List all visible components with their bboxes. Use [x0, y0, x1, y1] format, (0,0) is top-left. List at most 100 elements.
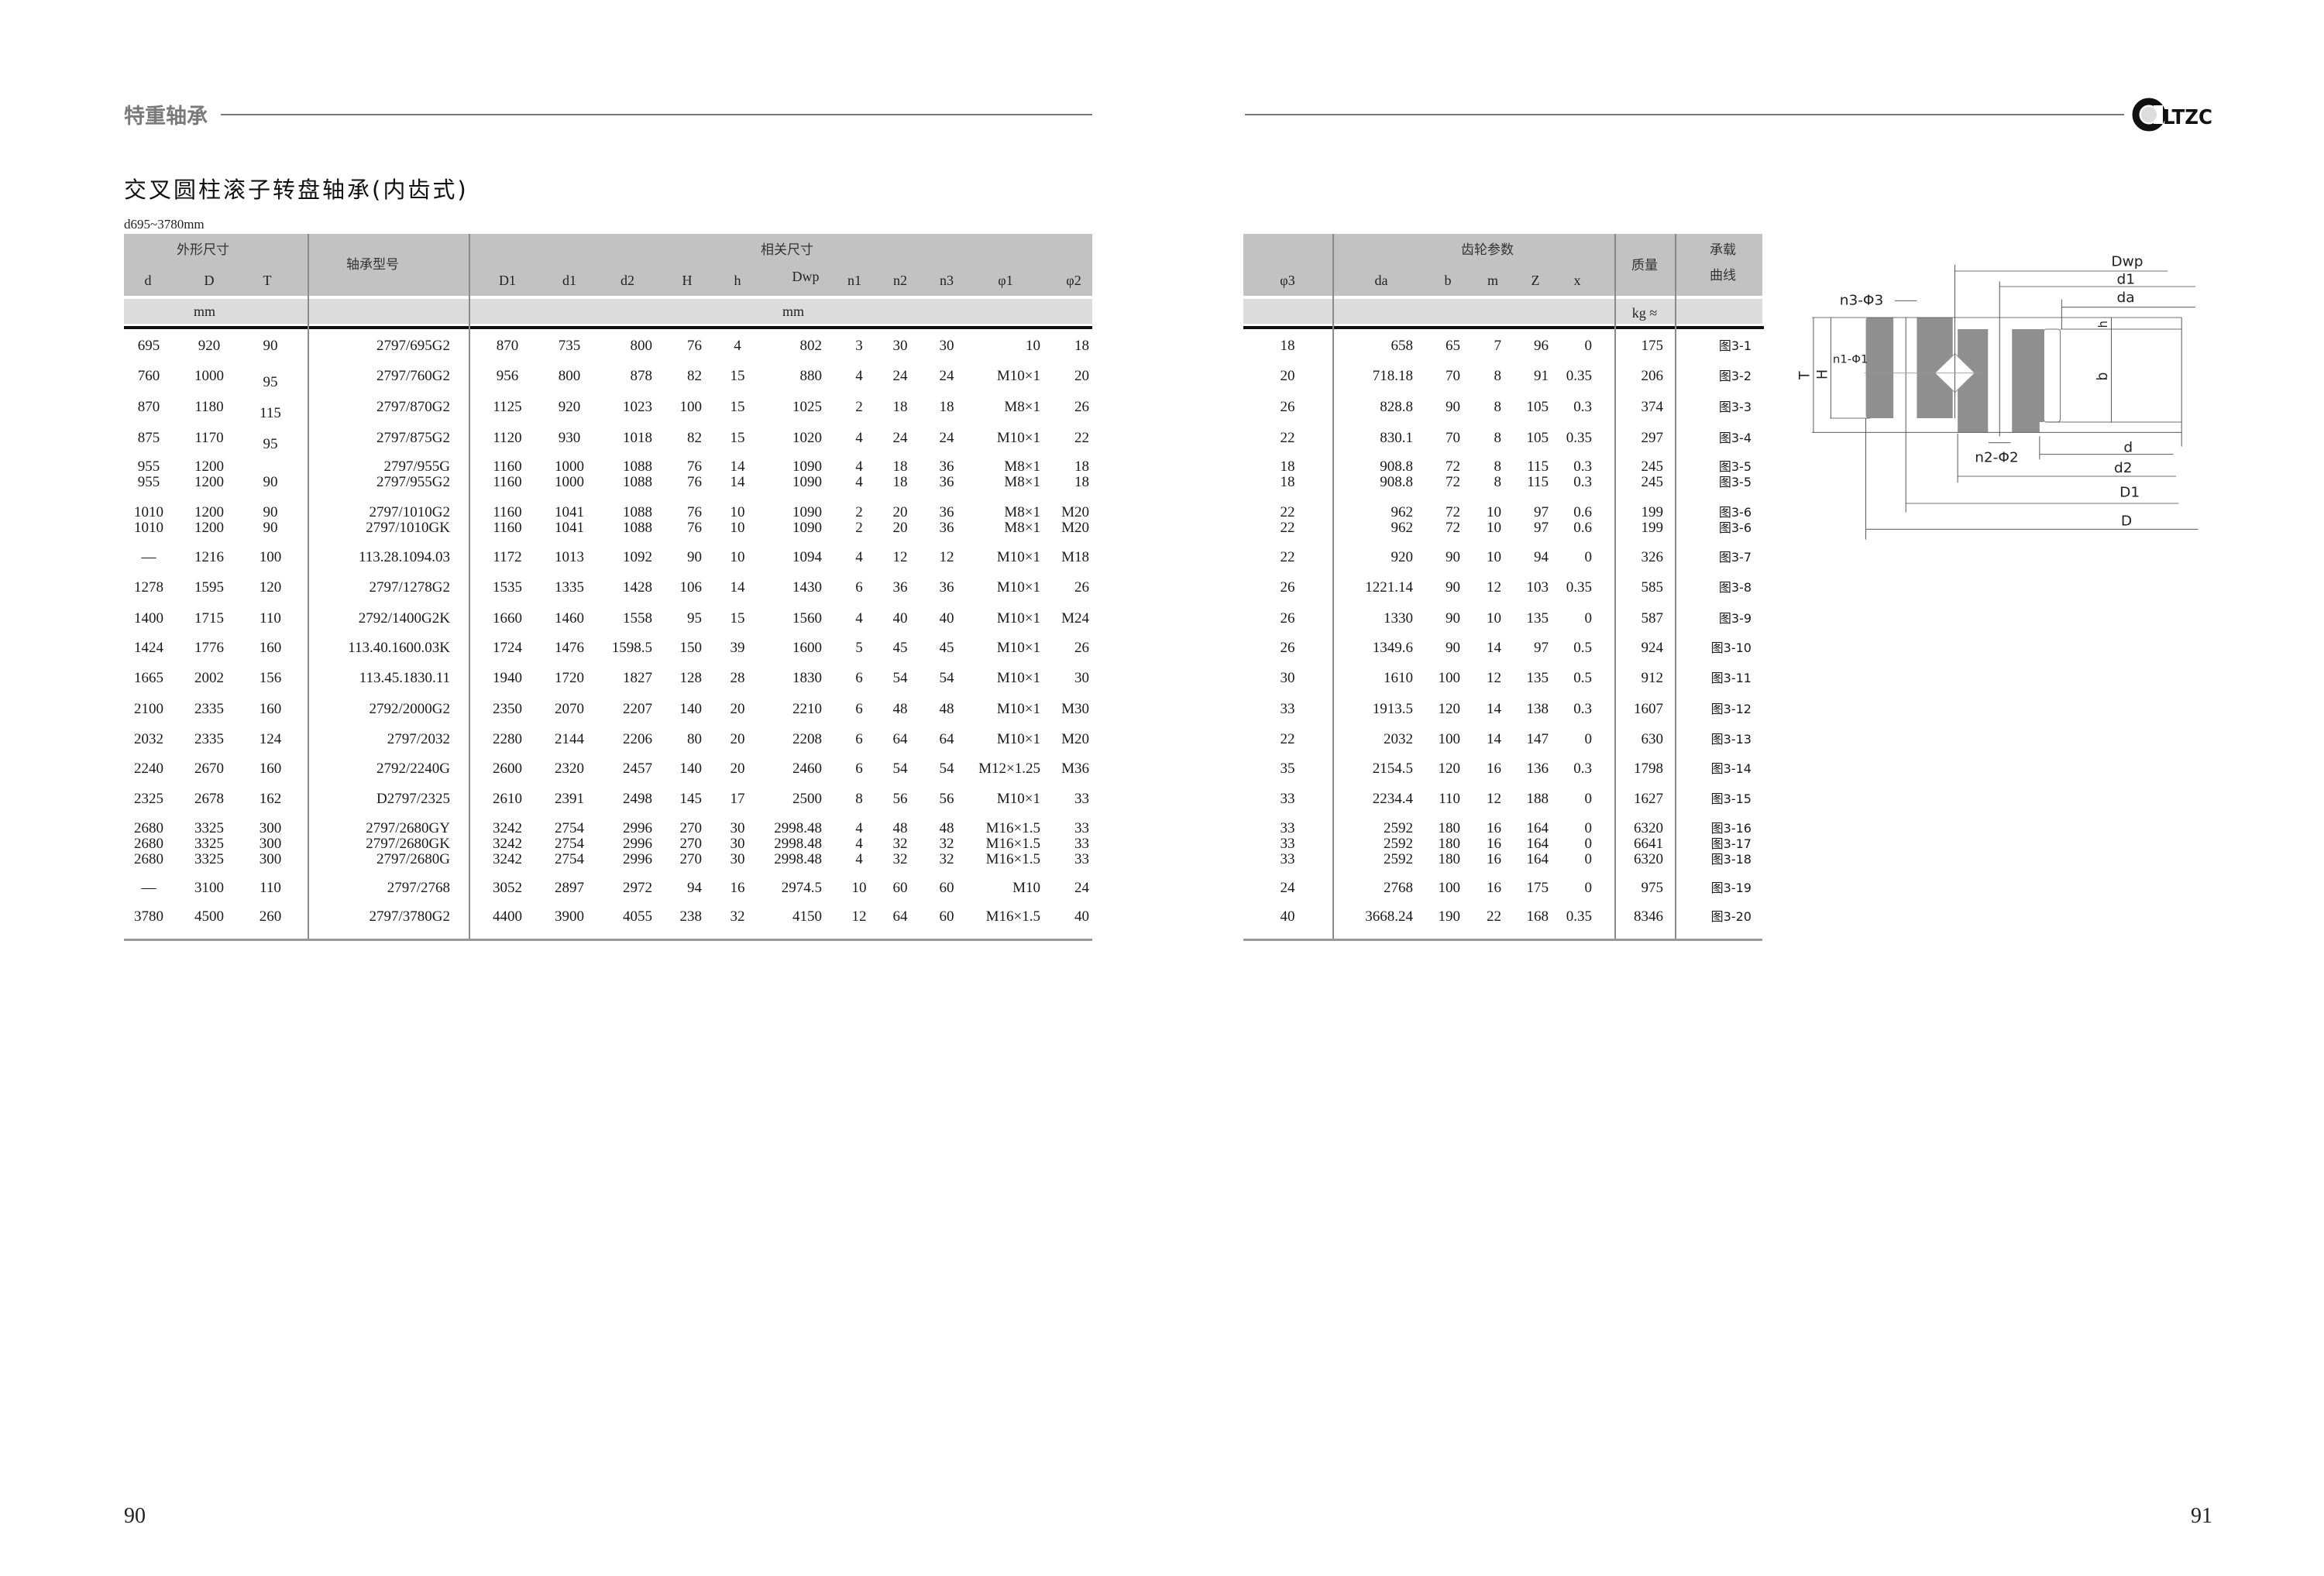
left-cell-h: 20 [730, 761, 745, 777]
left-cell-n3: 12 [939, 549, 954, 565]
right-cell-b: 70 [1446, 368, 1460, 384]
left-cell-H: 128 [679, 670, 703, 686]
left-cell-phi2: M36 [1061, 761, 1089, 777]
right-cell-mass: 175 [1641, 338, 1664, 354]
left-cell-phi2: 26 [1074, 399, 1089, 415]
left-cell-H: 100 [679, 399, 703, 415]
left-cell-n3: 54 [939, 761, 954, 777]
right-cell-b: 120 [1438, 701, 1461, 717]
left-cell-Dwp: 2460 [792, 761, 822, 777]
left-cell-d1: 2144 [555, 731, 584, 747]
left-cell-T: 90 [263, 338, 278, 354]
left-cell-H: 270 [679, 836, 703, 852]
left-cell-d2: 800 [630, 338, 653, 354]
left-cell-d1: 735 [558, 338, 581, 354]
right-cell-x: 0 [1584, 338, 1593, 354]
right-cell-da: 1330 [1384, 610, 1413, 627]
left-cell-D: 2670 [194, 761, 224, 777]
right-cell-Z: 103 [1526, 579, 1549, 596]
left-cell-D: 2678 [194, 791, 224, 807]
left-cell-d: 2325 [134, 791, 163, 807]
left-cell-D: 1180 [194, 399, 224, 415]
left-cell-model: 2797/870G2 [376, 399, 450, 415]
right-cell-x: 0.3 [1573, 399, 1592, 415]
header-rule-left [221, 114, 1092, 115]
left-cell-d1: 2754 [555, 836, 584, 852]
left-cell-h: 17 [730, 791, 745, 807]
right-cell-Z: 105 [1526, 399, 1549, 415]
left-cell-Dwp: 1020 [792, 430, 822, 446]
left-cell-n3: 36 [939, 474, 954, 490]
right-cell-mass: 6320 [1634, 820, 1663, 836]
right-cell-x: 0.35 [1566, 368, 1592, 384]
left-cell-d2: 2498 [623, 791, 652, 807]
right-cell-x: 0.6 [1573, 520, 1592, 536]
right-cell-phi3: 18 [1280, 338, 1295, 354]
left-cell-h: 39 [730, 640, 745, 656]
right-cell-phi3: 26 [1280, 640, 1295, 656]
right-table-divider [1614, 234, 1616, 939]
right-cell-mass: 374 [1641, 399, 1664, 415]
bearing-rings [1865, 318, 2044, 433]
right-cell-phi3: 35 [1280, 761, 1295, 777]
right-cell-m: 12 [1487, 670, 1501, 686]
left-cell-n1: 4 [855, 430, 863, 446]
left-cell-T: 162 [259, 791, 282, 807]
left-cell-n1: 6 [855, 731, 863, 747]
left-cell-model: 2797/875G2 [376, 430, 450, 446]
size-range: d695~3780mm [124, 217, 205, 232]
left-cell-d: 2680 [134, 851, 163, 867]
right-cell-x: 0.3 [1573, 474, 1592, 490]
right-cell-fig: 图3-13 [1710, 732, 1752, 747]
left-cell-D: 1200 [194, 520, 224, 536]
right-cell-phi3: 33 [1280, 851, 1295, 867]
left-cell-d: 955 [137, 474, 160, 490]
svg-text:T: T [1796, 371, 1813, 380]
left-cell-d2: 1023 [623, 399, 652, 415]
left-cell-phi2: 20 [1074, 368, 1089, 384]
right-cell-da: 1349.6 [1372, 640, 1413, 656]
right-cell-da: 830.1 [1380, 430, 1413, 446]
left-cell-phi2: 18 [1074, 338, 1089, 354]
left-cell-phi1: M10×1 [996, 670, 1040, 686]
right-cell-x: 0 [1584, 880, 1593, 896]
bearing-cross-section-diagram: Dwp d1 da n3-Φ3 n1-Φ1 d d2 D1 D n2-Φ2 T H h b [1796, 254, 2199, 540]
left-cell-phi2: 40 [1074, 908, 1089, 925]
right-cell-phi3: 22 [1280, 549, 1295, 565]
page-number-left: 90 [124, 1504, 146, 1528]
left-cell-n3: 60 [939, 908, 954, 925]
left-cell-D1: 870 [496, 338, 519, 354]
header-load-curve-2: 曲线 [1710, 268, 1736, 283]
left-cell-n3: 32 [939, 851, 954, 867]
header-outer-dims: 外形尺寸 [177, 242, 229, 258]
left-cell-phi1: 10 [1026, 338, 1040, 354]
section-title: 特重轴承 [124, 105, 208, 129]
right-cell-Z: 135 [1526, 610, 1549, 627]
right-cell-phi3: 18 [1280, 458, 1295, 475]
left-cell-D: 1776 [194, 640, 224, 656]
left-cell-phi1: M10×1 [996, 430, 1040, 446]
left-cell-T: 95 [263, 436, 278, 452]
left-cell-n2: 12 [892, 549, 908, 565]
right-cell-da: 1221.14 [1365, 579, 1413, 596]
right-cell-mass: 1798 [1634, 761, 1663, 777]
svg-text:H: H [1814, 369, 1831, 379]
left-cell-model: 2792/2000G2 [369, 701, 451, 717]
col-x: x [1573, 273, 1581, 288]
left-cell-d1: 3900 [555, 908, 584, 925]
left-cell-d2: 2996 [623, 836, 652, 852]
right-cell-fig: 图3-1 [1718, 338, 1752, 353]
left-cell-phi1: M10×1 [996, 549, 1040, 565]
left-cell-T: 90 [263, 520, 278, 536]
right-cell-mass: 6641 [1634, 836, 1663, 852]
svg-text:Dwp: Dwp [2111, 254, 2143, 270]
right-cell-mass: 975 [1641, 880, 1664, 896]
left-cell-phi2: 24 [1074, 880, 1089, 896]
left-table-divider [469, 234, 470, 939]
right-cell-m: 16 [1487, 820, 1501, 836]
right-cell-x: 0 [1584, 549, 1593, 565]
right-cell-x: 0.35 [1566, 908, 1592, 925]
right-cell-m: 10 [1487, 520, 1501, 536]
left-cell-n2: 64 [892, 731, 908, 747]
left-cell-n1: 4 [855, 820, 863, 836]
